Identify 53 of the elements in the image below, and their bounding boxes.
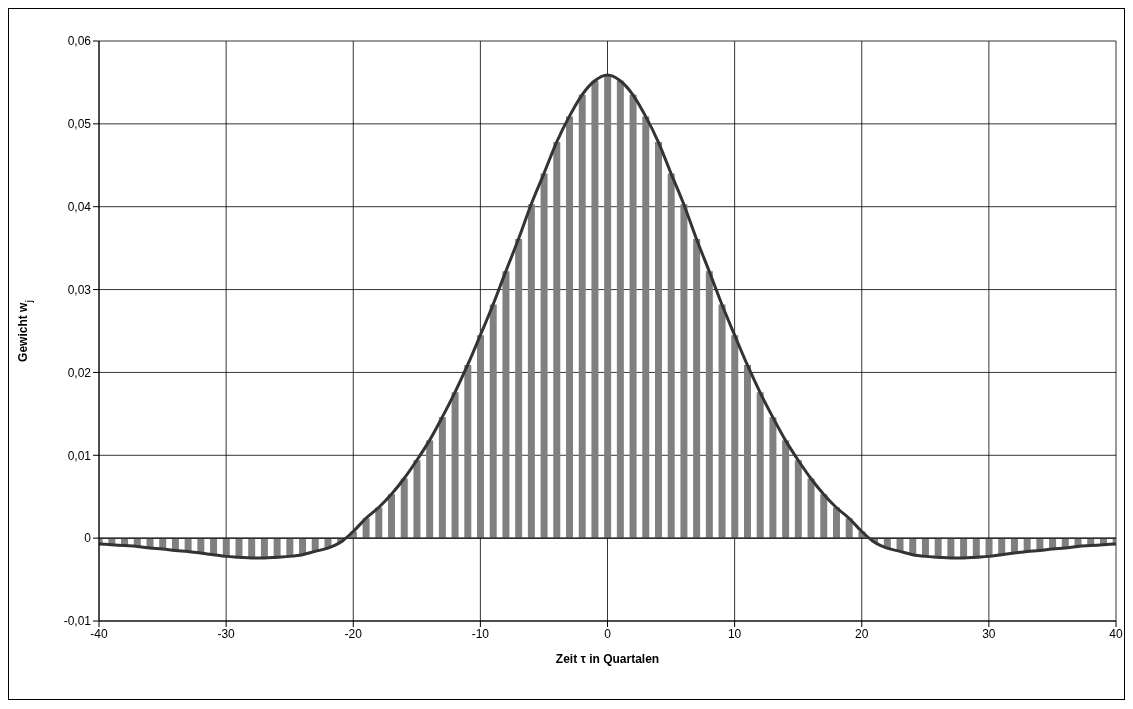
bar <box>604 74 612 539</box>
x-tick-label: 20 <box>855 626 869 641</box>
y-tick-label: 0,01 <box>67 448 92 463</box>
bar <box>718 304 726 539</box>
bar <box>413 460 421 539</box>
bar <box>566 116 574 539</box>
bar <box>743 364 751 539</box>
x-tick-label: 40 <box>1109 626 1123 641</box>
x-tick-label: 10 <box>727 626 742 641</box>
bar <box>731 335 739 539</box>
bar <box>553 142 561 539</box>
bar <box>451 392 459 539</box>
x-tick-label: -40 <box>90 626 108 641</box>
bar <box>807 478 815 539</box>
bar <box>400 478 408 539</box>
y-tick-label: 0,04 <box>67 199 92 214</box>
bar <box>527 204 535 539</box>
bar <box>705 271 713 539</box>
bar <box>782 440 790 539</box>
y-tick-label: 0,02 <box>67 365 92 380</box>
x-axis-title: Zeit τ in Quartalen <box>555 652 660 666</box>
bar <box>629 94 637 539</box>
bar <box>820 494 828 539</box>
x-tick-label: -30 <box>217 626 236 641</box>
bar <box>616 80 624 539</box>
bar <box>794 460 802 539</box>
bar <box>426 440 434 539</box>
x-tick-label: -20 <box>344 626 363 641</box>
y-tick-label: -0,01 <box>63 614 92 629</box>
bar <box>591 80 599 539</box>
y-tick-label: 0,03 <box>67 282 92 297</box>
bar <box>654 142 662 539</box>
bar <box>388 494 396 539</box>
bar <box>464 364 472 539</box>
bar <box>515 239 523 539</box>
bar <box>438 417 446 539</box>
y-tick-label: 0,05 <box>67 117 92 132</box>
bar <box>502 271 510 539</box>
x-tick-label: 30 <box>982 626 996 641</box>
bar <box>769 417 777 539</box>
bar <box>680 204 688 539</box>
bar <box>578 94 586 539</box>
bar <box>477 335 485 539</box>
y-tick-label: 0 <box>84 531 92 546</box>
bar <box>667 173 675 539</box>
bar <box>756 392 764 539</box>
bar <box>540 173 548 539</box>
y-tick-label: 0,06 <box>67 34 92 49</box>
bar <box>693 239 701 539</box>
bar <box>489 304 497 539</box>
bar <box>642 116 650 539</box>
x-tick-label: -10 <box>471 626 490 641</box>
x-tick-label: 0 <box>604 626 612 641</box>
